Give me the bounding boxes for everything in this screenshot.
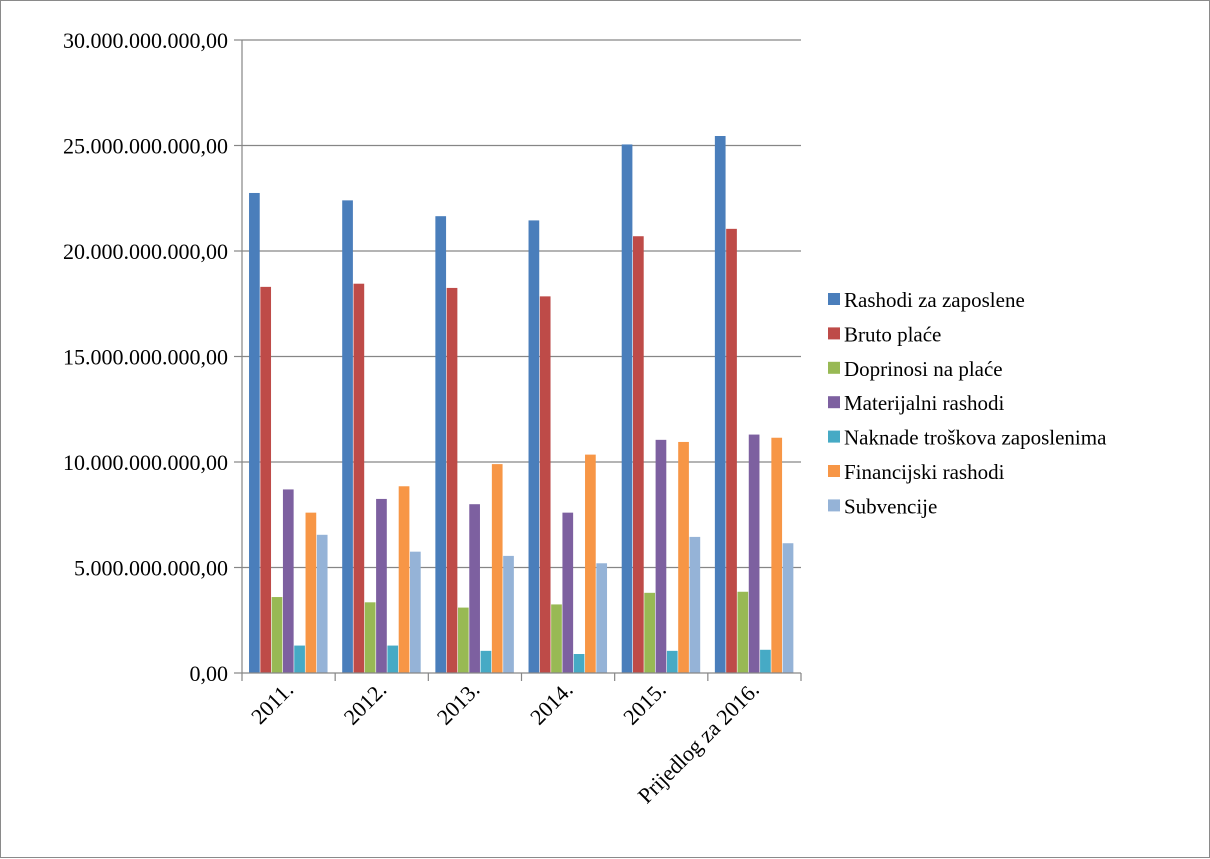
bar <box>573 654 585 673</box>
x-tick-label: 2011. <box>246 677 298 729</box>
bar <box>480 650 492 673</box>
legend-entry-label: Materijalni rashodi <box>844 391 1005 415</box>
x-tick-label: 2014. <box>525 677 578 730</box>
bar <box>503 555 514 673</box>
bar <box>410 551 421 673</box>
bar <box>271 597 283 673</box>
bar <box>771 437 783 673</box>
y-tick-label: 10.000.000.000,00 <box>63 450 228 475</box>
bar <box>621 144 633 673</box>
legend-entry-label: Financijski rashodi <box>844 460 1005 484</box>
bar <box>562 512 574 673</box>
bar <box>655 439 667 673</box>
bar <box>316 534 328 673</box>
axes <box>241 40 802 681</box>
bar <box>737 591 749 673</box>
bar <box>353 283 365 673</box>
bars <box>249 136 794 674</box>
bar <box>714 136 726 673</box>
bar <box>644 592 655 673</box>
bar <box>446 287 458 673</box>
gridlines <box>234 39 801 674</box>
x-tick-label: 2013. <box>432 677 485 730</box>
bar <box>539 296 551 673</box>
bar <box>666 650 678 673</box>
y-tick-label: 30.000.000.000,00 <box>63 28 228 53</box>
legend: Rashodi za zaposlene Bruto plaće Doprinosi… <box>828 288 1107 518</box>
bar <box>491 464 503 673</box>
bar <box>387 645 399 673</box>
bar <box>305 512 317 673</box>
bar <box>596 563 608 673</box>
bar <box>435 216 447 673</box>
bar <box>633 236 644 674</box>
bar <box>294 645 305 673</box>
bar <box>249 192 260 673</box>
legend-swatch <box>828 361 840 374</box>
legend-entry-label: Bruto plaće <box>844 322 941 346</box>
y-tick-label: 25.000.000.000,00 <box>63 134 228 159</box>
legend-swatch <box>828 499 840 512</box>
x-axis-tick-labels: 2011. 2012. 2013. 2014. 2015.Prijedlog za 20… <box>246 677 764 808</box>
bar <box>364 602 376 673</box>
bar <box>457 607 469 673</box>
legend-swatch <box>828 465 840 477</box>
bar <box>469 504 480 673</box>
y-tick-label: 20.000.000.000,00 <box>63 239 228 264</box>
x-tick-label: 2015. <box>618 677 671 730</box>
legend-entry-label: Doprinosi na plaće <box>844 357 1003 381</box>
bar <box>760 649 771 673</box>
bar <box>551 604 562 673</box>
y-tick-label: 0,00 <box>190 661 229 686</box>
bar <box>342 200 353 674</box>
legend-entry-label: Naknade troškova zaposlenima <box>844 426 1107 450</box>
legend-swatch <box>828 327 840 340</box>
bar <box>689 536 701 673</box>
bar <box>585 454 596 673</box>
legend-swatch <box>828 396 840 409</box>
y-axis-tick-labels: 0,00 5.000.000.000,00 10.000.000.000,00 15.… <box>63 28 228 686</box>
legend-entry-label: Subvencije <box>844 494 937 518</box>
bar <box>376 498 387 673</box>
bar <box>726 228 737 673</box>
y-tick-label: 15.000.000.000,00 <box>63 345 228 370</box>
bar <box>398 486 410 673</box>
bar <box>782 543 794 673</box>
bar <box>528 220 540 673</box>
bar <box>748 434 760 673</box>
legend-entry-label: Rashodi za zaposlene <box>844 288 1025 312</box>
legend-swatch <box>828 430 840 443</box>
legend-swatch <box>828 293 840 305</box>
bar <box>260 286 272 673</box>
bar <box>678 441 689 673</box>
bar <box>282 489 294 673</box>
x-tick-label: 2012. <box>339 677 392 730</box>
y-tick-label: 5.000.000.000,00 <box>74 556 228 581</box>
